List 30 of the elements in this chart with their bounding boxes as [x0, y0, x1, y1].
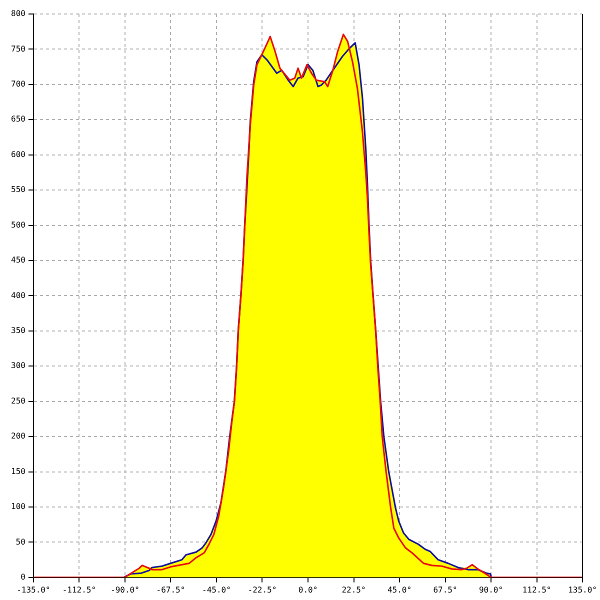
y-tick-label: 800: [10, 9, 26, 18]
x-tick-label: -67.5°: [156, 585, 186, 594]
y-tick-label: 650: [10, 114, 26, 124]
y-tick-label: 350: [10, 326, 26, 335]
x-tick-label: 22.5°: [342, 585, 366, 594]
y-tick-label: 600: [10, 150, 26, 159]
y-tick-label: 250: [10, 396, 26, 406]
y-tick-label: 450: [10, 256, 26, 265]
x-tick-label: -90.0°: [110, 585, 140, 594]
y-tick-label: 150: [10, 466, 26, 476]
y-tick-label: 500: [10, 220, 26, 230]
y-tick-label: 750: [10, 44, 26, 54]
x-tick-label: 45.0°: [387, 585, 412, 594]
x-tick-label: 112.5°: [522, 585, 552, 594]
x-tick-label: 135.0°: [568, 585, 598, 594]
y-tick-label: 200: [10, 432, 26, 441]
y-tick-label: 400: [10, 290, 26, 300]
y-tick-label: 300: [10, 361, 26, 370]
x-tick-label: 67.5°: [433, 585, 458, 594]
x-tick-label: -112.5°: [62, 585, 96, 594]
y-tick-label: 50: [16, 537, 26, 546]
y-tick-label: 550: [10, 185, 26, 194]
x-tick-label: -22.5°: [248, 585, 277, 594]
x-tick-label: -135.0°: [16, 585, 50, 594]
x-tick-label: 90.0°: [478, 585, 504, 594]
x-tick-label: -45.0°: [202, 585, 231, 594]
y-tick-label: 100: [10, 502, 26, 512]
x-tick-label: 0.0°: [298, 585, 318, 594]
y-tick-label: 700: [10, 80, 26, 89]
y-tick-label: 0: [20, 572, 26, 582]
